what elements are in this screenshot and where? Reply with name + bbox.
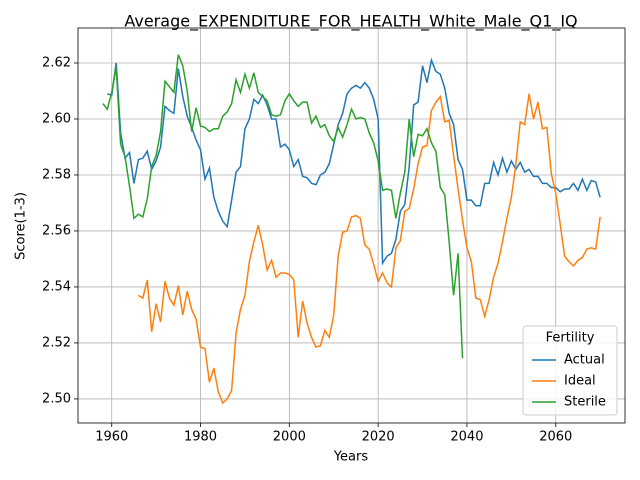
data-line <box>107 57 601 266</box>
data-line <box>102 54 464 359</box>
legend-label: Sterile <box>564 395 606 410</box>
y-tick-label: 2.62 <box>42 55 71 70</box>
y-tick-label: 2.56 <box>42 223 71 238</box>
legend-label: Ideal <box>564 374 596 389</box>
x-tick-label: 1980 <box>184 430 217 445</box>
legend-box <box>522 325 618 416</box>
x-tick-label: 2000 <box>273 430 306 445</box>
x-tick-label: 1960 <box>95 430 128 445</box>
x-tick-label: 2060 <box>539 430 572 445</box>
y-tick-label: 2.50 <box>42 391 71 406</box>
x-tick-label: 2020 <box>362 430 395 445</box>
chart-title: Average_EXPENDITURE_FOR_HEALTH_White_Mal… <box>124 12 577 32</box>
y-tick-label: 2.52 <box>42 335 71 350</box>
y-tick-label: 2.60 <box>42 111 71 126</box>
plot-frame <box>77 27 626 424</box>
y-tick-label: 2.58 <box>42 167 71 182</box>
y-axis-label: Score(1-3) <box>14 192 29 260</box>
data-line <box>137 93 601 405</box>
legend-label: Actual <box>564 353 605 368</box>
x-axis-label: Years <box>333 450 369 465</box>
legend-title: Fertility <box>546 331 595 346</box>
y-tick-label: 2.54 <box>42 279 71 294</box>
legend: Fertility Actual Ideal Sterile <box>522 325 618 416</box>
x-tick-label: 2040 <box>450 430 483 445</box>
